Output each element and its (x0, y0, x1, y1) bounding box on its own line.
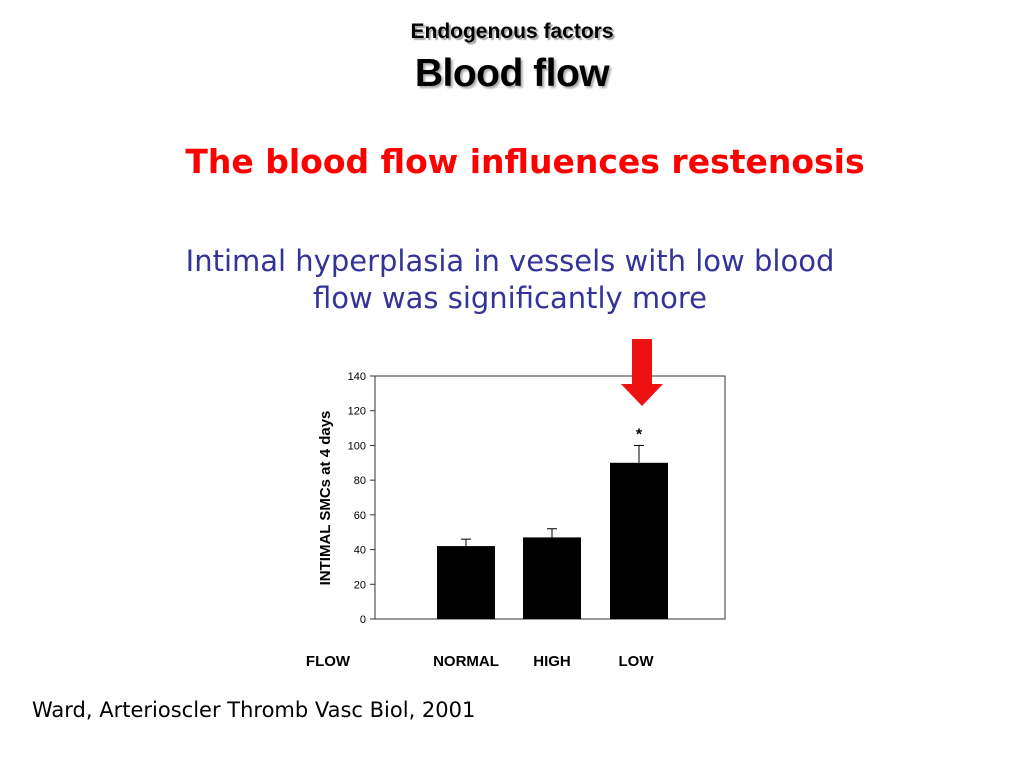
slide-supertitle: Endogenous factors (410, 20, 614, 43)
headline: The blood flow influences restenosis (185, 142, 865, 181)
significance-marker: * (636, 426, 643, 443)
x-tick-label-high: HIGH (533, 653, 571, 670)
subheadline: Intimal hyperplasia in vessels with low … (110, 243, 910, 317)
y-tick-label: 60 (354, 510, 366, 522)
bar-low (610, 462, 668, 619)
y-axis-label: INTIMAL SMCs at 4 days (317, 411, 334, 586)
slide-title: Blood flow (414, 52, 610, 95)
subheadline-line-2: flow was significantly more (312, 281, 708, 315)
x-axis-label: FLOW (306, 653, 351, 670)
y-tick-label: 0 (360, 614, 366, 626)
y-tick-label: 120 (348, 406, 366, 418)
citation: Ward, Arterioscler Thromb Vasc Biol, 200… (32, 698, 476, 722)
x-tick-label-normal: NORMAL (433, 653, 499, 670)
bar-high (523, 537, 581, 619)
highlight-arrow-icon (621, 339, 663, 406)
subheadline-line-1: Intimal hyperplasia in vessels with low … (185, 244, 835, 278)
bar-normal (437, 546, 495, 619)
y-tick-label: 40 (354, 545, 366, 557)
x-tick-label-low: LOW (619, 653, 655, 670)
y-tick-label: 140 (348, 371, 366, 383)
y-tick-label: 20 (354, 579, 366, 591)
y-tick-label: 80 (354, 475, 366, 487)
y-tick-label: 100 (348, 440, 366, 452)
